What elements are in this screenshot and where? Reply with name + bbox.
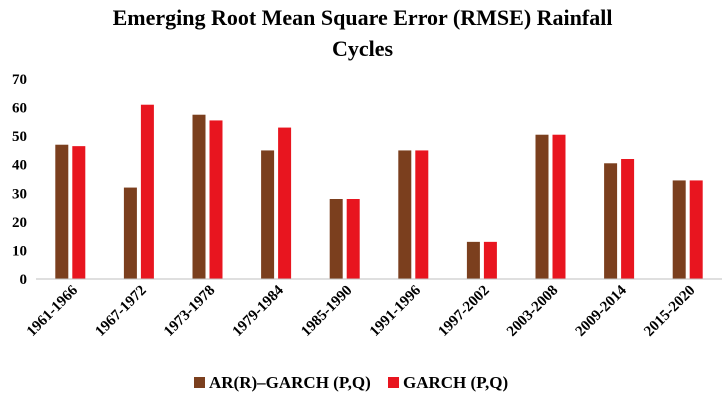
legend-swatch-garch — [388, 377, 399, 388]
x-axis-ticks: 1961-1966 1967-1972 1973-1978 1979-1984 1985… — [24, 282, 699, 340]
y-tick-label: 30 — [12, 186, 27, 202]
bar-ar-garch-1967-1972 — [123, 187, 137, 279]
bar-garch-1997-2002 — [483, 241, 497, 279]
legend: AR(R)–GARCH (P,Q) GARCH (P,Q) — [194, 373, 508, 392]
x-tick-label: 1979-1984 — [230, 282, 288, 340]
x-tick-label: 1991-1996 — [367, 282, 425, 340]
bar-garch-2009-2014 — [621, 159, 635, 279]
y-tick-label: 60 — [12, 101, 27, 117]
legend-label-ar-garch: AR(R)–GARCH (P,Q) — [209, 373, 371, 392]
bar-ar-garch-1985-1990 — [329, 199, 343, 279]
chart-title: Emerging Root Mean Square Error (RMSE) R… — [0, 2, 725, 64]
bar-ar-garch-1997-2002 — [466, 241, 480, 279]
x-tick-label: 1967-1972 — [92, 283, 149, 340]
bar-garch-1979-1984 — [278, 127, 292, 279]
bar-garch-2015-2020 — [689, 180, 703, 279]
bar-ar-garch-1979-1984 — [261, 150, 275, 279]
y-tick-label: 50 — [12, 129, 27, 145]
bar-garch-1973-1978 — [209, 120, 223, 279]
bar-garch-1961-1966 — [72, 146, 86, 279]
bar-ar-garch-2003-2008 — [535, 134, 549, 279]
x-tick-label: 2003-2008 — [504, 283, 561, 340]
bar-garch-1967-1972 — [140, 104, 154, 279]
y-tick-label: 10 — [12, 243, 27, 259]
x-tick-label: 1985-1990 — [298, 283, 355, 340]
x-tick-label: 2009-2014 — [573, 282, 631, 340]
x-tick-label: 1973-1978 — [161, 283, 218, 340]
chart-title-line1: Emerging Root Mean Square Error (RMSE) R… — [112, 5, 613, 30]
legend-swatch-ar-garch — [194, 377, 205, 388]
y-tick-label: 40 — [12, 158, 27, 174]
bar-ar-garch-1973-1978 — [192, 114, 206, 279]
bars — [55, 104, 703, 279]
x-tick-label: 2015-2020 — [641, 283, 698, 340]
y-tick-label: 20 — [12, 215, 27, 231]
bar-ar-garch-1991-1996 — [398, 150, 412, 279]
y-tick-label: 70 — [12, 72, 27, 88]
bar-ar-garch-1961-1966 — [55, 144, 69, 279]
legend-label-garch: GARCH (P,Q) — [403, 373, 508, 392]
bar-ar-garch-2009-2014 — [604, 163, 618, 279]
bar-garch-2003-2008 — [552, 134, 566, 279]
bar-garch-1985-1990 — [346, 199, 360, 279]
bar-garch-1991-1996 — [415, 150, 429, 279]
x-tick-label: 1961-1966 — [24, 282, 82, 340]
x-tick-label: 1997-2002 — [435, 283, 492, 340]
chart-title-line2: Cycles — [331, 36, 394, 61]
y-tick-label: 0 — [20, 272, 28, 288]
y-axis-ticks: 0 10 20 30 40 50 60 70 — [12, 72, 27, 288]
bar-ar-garch-2015-2020 — [672, 180, 686, 279]
